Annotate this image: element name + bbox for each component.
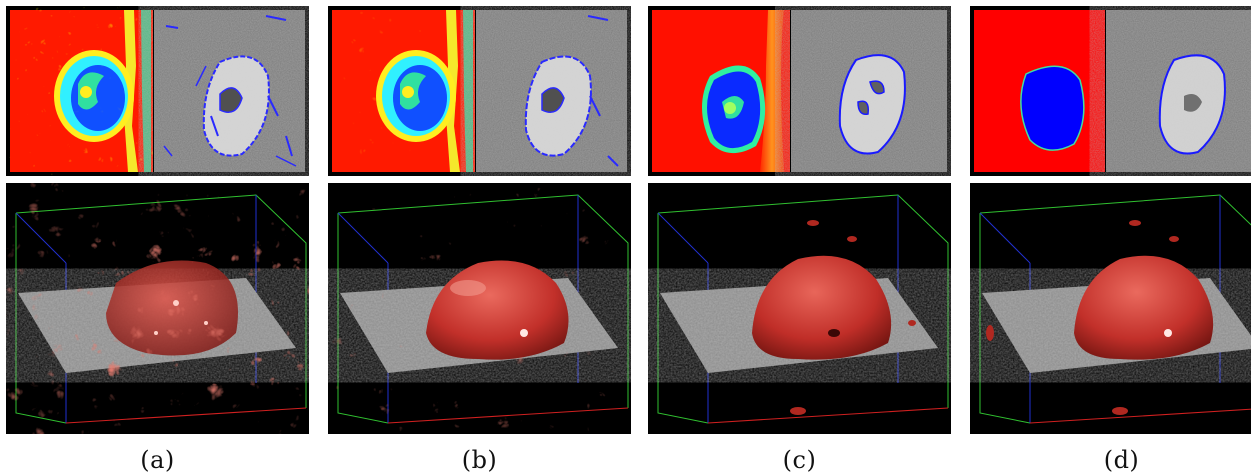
surface-render-d (970, 183, 1251, 434)
caption-c: (c) (782, 446, 817, 474)
surface-render-b (328, 183, 631, 434)
caption-a: (a) (140, 446, 175, 474)
level-set-slice-c (648, 6, 951, 176)
surface-render-a (6, 183, 309, 434)
level-set-slice-d (970, 6, 1251, 176)
caption-b: (b) (461, 446, 498, 474)
level-set-slice-b (328, 6, 631, 176)
surface-render-c (648, 183, 951, 434)
tumor-surface (752, 255, 892, 360)
contour (202, 55, 270, 157)
caption-d: (d) (1103, 446, 1140, 474)
tumor-surface (1074, 255, 1214, 360)
level-set-slice-a (6, 6, 309, 176)
region-blue (1020, 65, 1085, 151)
